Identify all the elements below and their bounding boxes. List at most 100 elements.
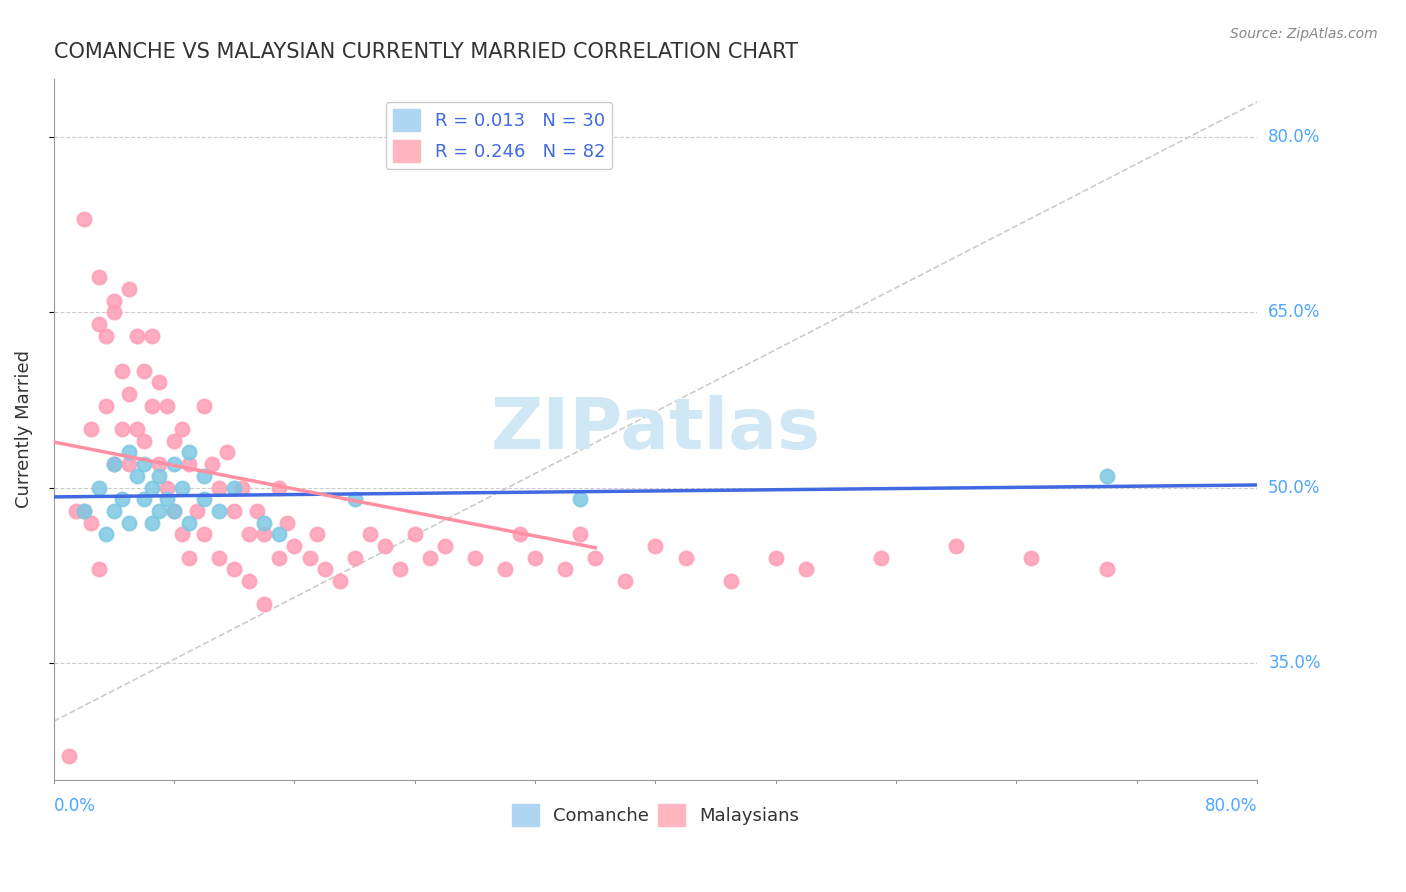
- Point: [163, 504, 186, 518]
- Point: [208, 504, 231, 518]
- Point: [125, 468, 148, 483]
- Point: [329, 574, 352, 588]
- Point: [554, 562, 576, 576]
- Point: [224, 504, 246, 518]
- Point: [148, 468, 170, 483]
- Text: ZIPatlas: ZIPatlas: [491, 394, 821, 464]
- Point: [644, 539, 666, 553]
- Text: 80.0%: 80.0%: [1205, 797, 1257, 815]
- Point: [246, 504, 269, 518]
- Y-axis label: Currently Married: Currently Married: [15, 350, 32, 508]
- Point: [65, 504, 87, 518]
- Point: [125, 328, 148, 343]
- Point: [156, 481, 179, 495]
- Point: [118, 387, 141, 401]
- Point: [253, 527, 276, 541]
- Point: [103, 305, 125, 319]
- Point: [494, 562, 516, 576]
- Point: [614, 574, 637, 588]
- Point: [215, 445, 238, 459]
- Point: [87, 481, 110, 495]
- Point: [1095, 468, 1118, 483]
- Point: [96, 328, 118, 343]
- Point: [433, 539, 456, 553]
- Point: [141, 481, 163, 495]
- Point: [148, 504, 170, 518]
- Point: [945, 539, 967, 553]
- Point: [118, 516, 141, 530]
- Point: [569, 492, 592, 507]
- Point: [224, 481, 246, 495]
- Point: [208, 550, 231, 565]
- Point: [148, 376, 170, 390]
- Point: [118, 457, 141, 471]
- Point: [87, 270, 110, 285]
- Point: [253, 516, 276, 530]
- Point: [103, 457, 125, 471]
- Point: [110, 492, 132, 507]
- Point: [238, 527, 260, 541]
- Point: [314, 562, 336, 576]
- Point: [374, 539, 396, 553]
- Point: [231, 481, 253, 495]
- Point: [141, 399, 163, 413]
- Point: [179, 457, 201, 471]
- Point: [118, 445, 141, 459]
- Point: [163, 457, 186, 471]
- Point: [388, 562, 411, 576]
- Point: [132, 457, 155, 471]
- Point: [193, 468, 215, 483]
- Point: [569, 527, 592, 541]
- Point: [87, 562, 110, 576]
- Point: [305, 527, 328, 541]
- Point: [80, 422, 103, 436]
- Point: [720, 574, 742, 588]
- Point: [193, 492, 215, 507]
- Point: [509, 527, 531, 541]
- Point: [87, 317, 110, 331]
- Point: [96, 399, 118, 413]
- Point: [163, 504, 186, 518]
- Point: [201, 457, 224, 471]
- Point: [870, 550, 893, 565]
- Point: [103, 457, 125, 471]
- Point: [419, 550, 441, 565]
- Point: [359, 527, 381, 541]
- Point: [1095, 562, 1118, 576]
- Text: 0.0%: 0.0%: [53, 797, 96, 815]
- Point: [163, 434, 186, 448]
- Point: [132, 492, 155, 507]
- Text: 35.0%: 35.0%: [1268, 654, 1320, 672]
- Point: [110, 364, 132, 378]
- Point: [269, 527, 291, 541]
- Point: [73, 504, 96, 518]
- Point: [103, 504, 125, 518]
- Point: [343, 492, 366, 507]
- Point: [298, 550, 321, 565]
- Point: [141, 328, 163, 343]
- Text: 80.0%: 80.0%: [1268, 128, 1320, 146]
- Point: [96, 527, 118, 541]
- Point: [170, 527, 193, 541]
- Point: [343, 550, 366, 565]
- Point: [179, 516, 201, 530]
- Point: [464, 550, 486, 565]
- Point: [269, 481, 291, 495]
- Point: [141, 516, 163, 530]
- Point: [170, 422, 193, 436]
- Point: [58, 749, 80, 764]
- Point: [524, 550, 547, 565]
- Point: [583, 550, 606, 565]
- Point: [283, 539, 305, 553]
- Point: [253, 598, 276, 612]
- Point: [80, 516, 103, 530]
- Text: 50.0%: 50.0%: [1268, 478, 1320, 497]
- Point: [193, 527, 215, 541]
- Legend: Comanche, Malaysians: Comanche, Malaysians: [505, 797, 807, 834]
- Point: [193, 399, 215, 413]
- Point: [238, 574, 260, 588]
- Text: COMANCHE VS MALAYSIAN CURRENTLY MARRIED CORRELATION CHART: COMANCHE VS MALAYSIAN CURRENTLY MARRIED …: [53, 42, 797, 62]
- Point: [675, 550, 697, 565]
- Point: [794, 562, 817, 576]
- Point: [224, 562, 246, 576]
